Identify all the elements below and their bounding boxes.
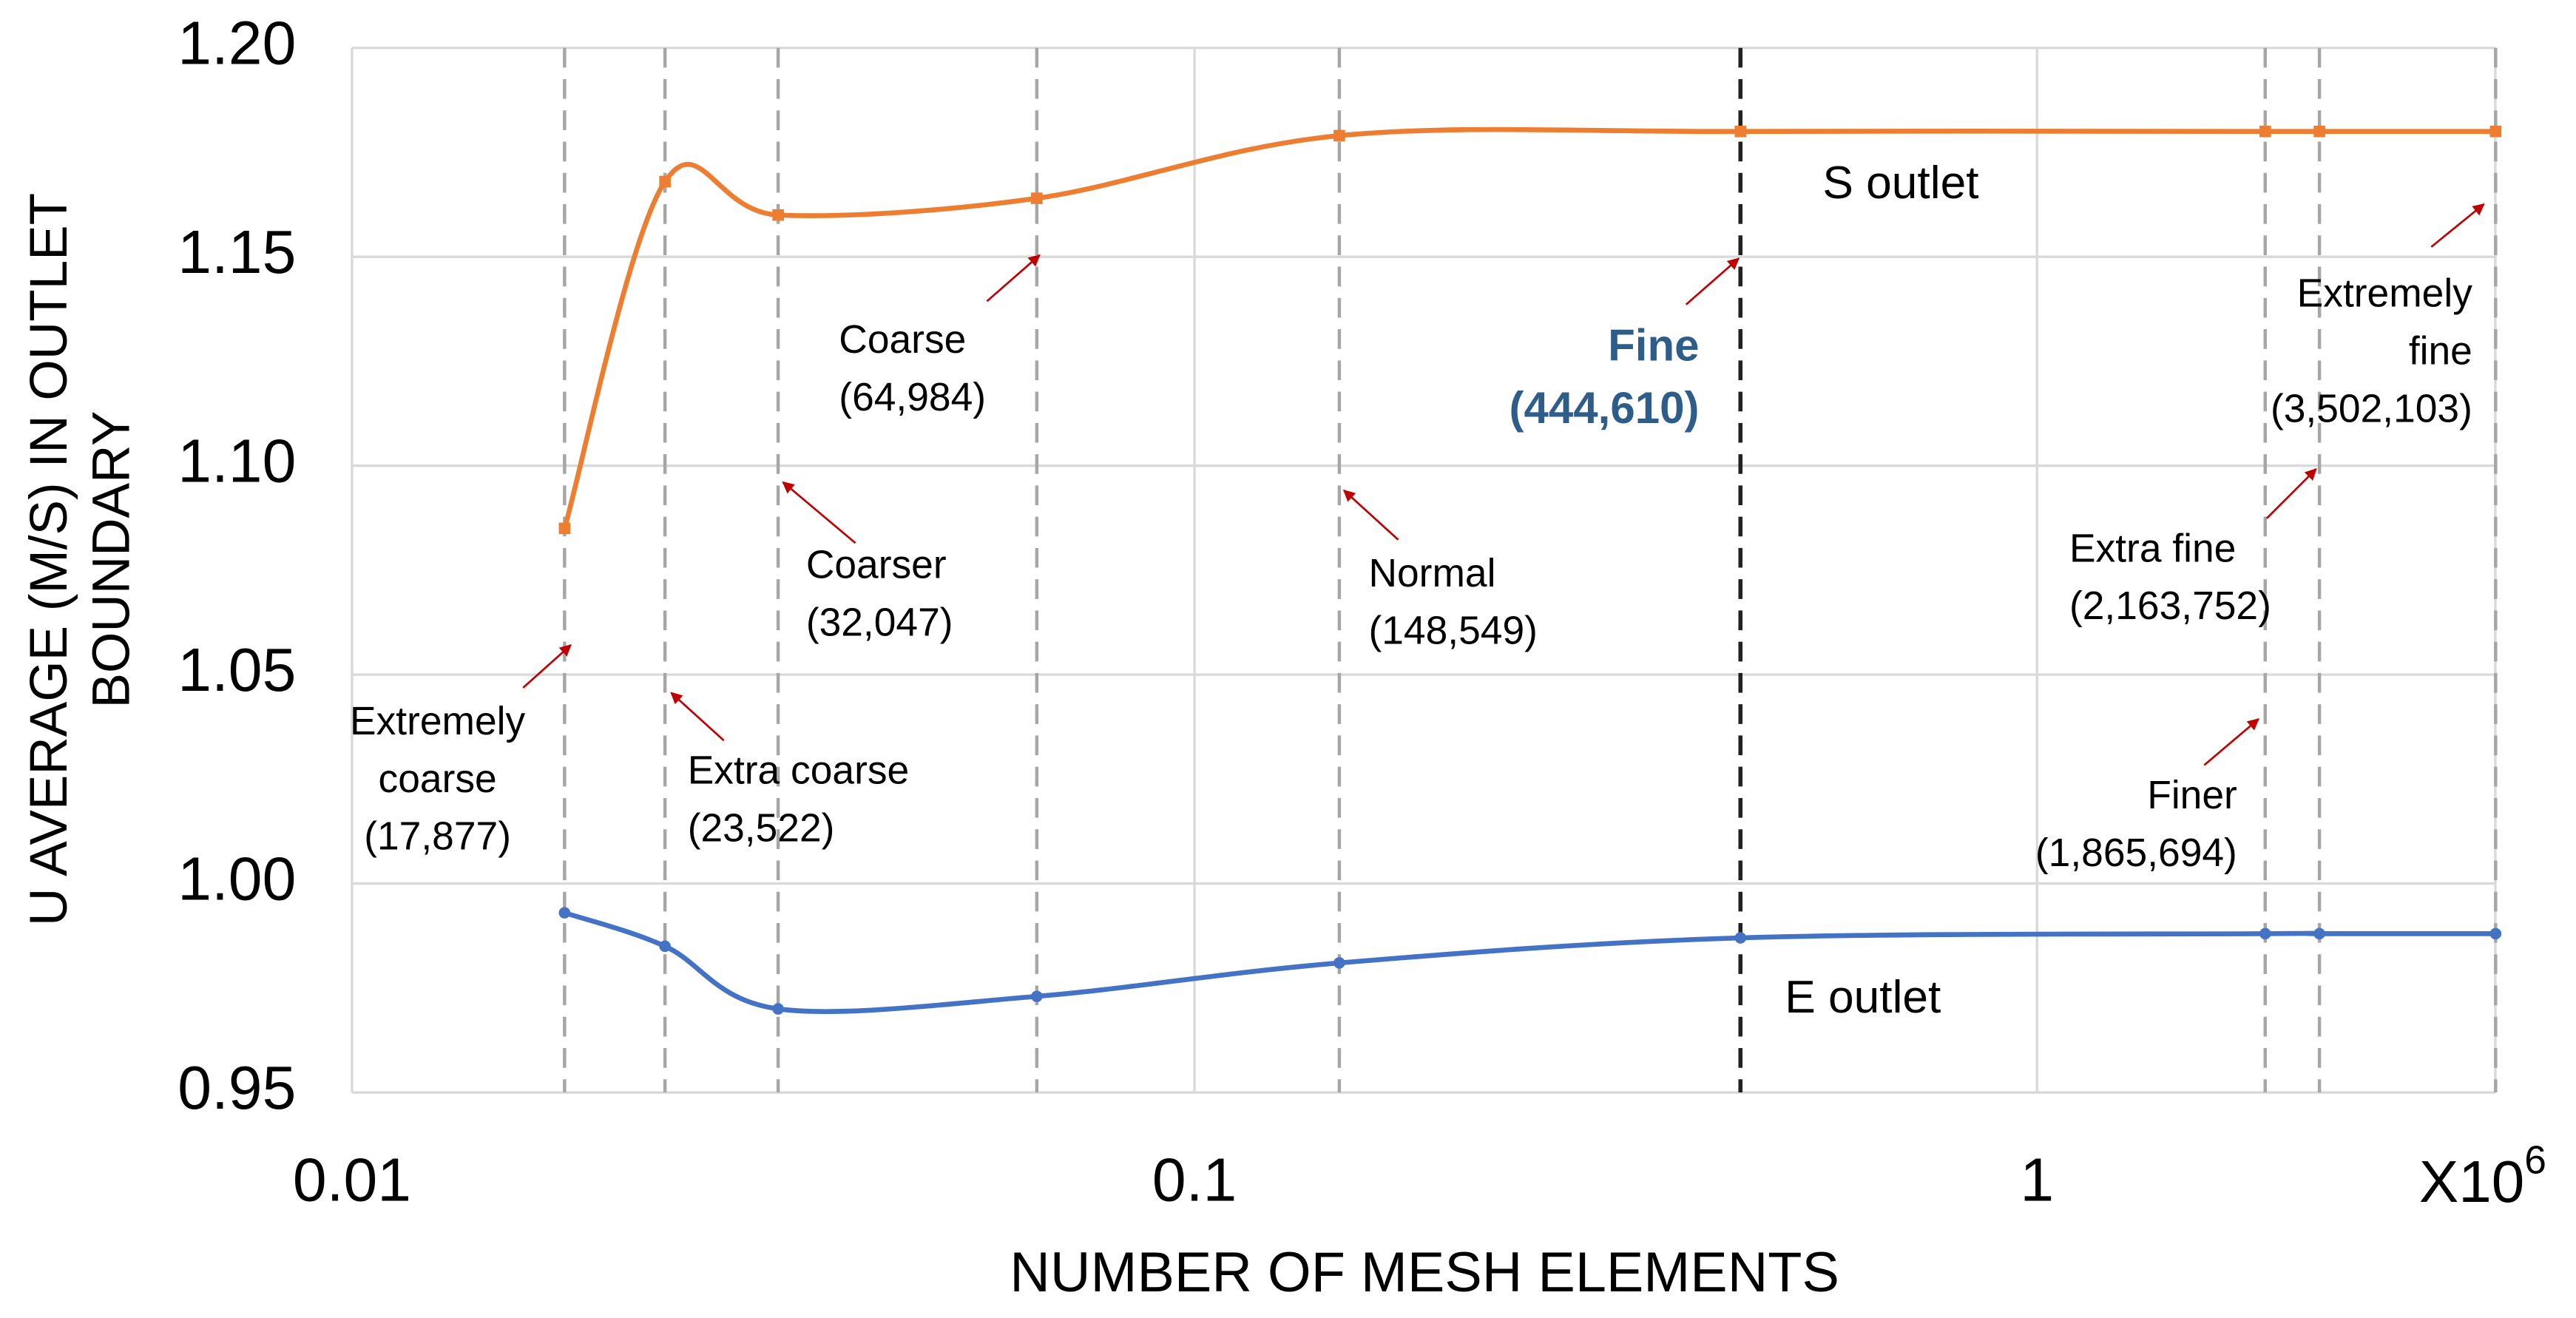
annotation-text: Normal xyxy=(1368,552,1495,595)
annotation-text: Extremely xyxy=(2297,272,2473,316)
data-point xyxy=(1734,125,1747,138)
data-point xyxy=(2489,125,2502,138)
data-point xyxy=(2259,125,2271,138)
data-point xyxy=(558,907,571,919)
annotation-text: (2,163,752) xyxy=(2069,584,2271,628)
x-axis-title: NUMBER OF MESH ELEMENTS xyxy=(1010,1242,1839,1304)
annotation-arrow xyxy=(1342,489,1399,541)
data-point xyxy=(2489,927,2502,940)
data-point xyxy=(1031,990,1043,1002)
annotation-text: Coarser xyxy=(806,544,947,587)
data-point xyxy=(772,1003,784,1015)
annotation-text: (64,984) xyxy=(839,376,986,419)
data-point xyxy=(1333,129,1345,142)
data-point xyxy=(2313,125,2325,138)
annotation-arrow xyxy=(2430,203,2485,248)
y-axis-title-line: U AVERAGE (M/S) IN OUTLET xyxy=(20,193,78,926)
series-line xyxy=(564,910,2496,1015)
annotation-text: coarse xyxy=(379,757,497,801)
annotation-arrow xyxy=(1685,257,1740,305)
annotation-arrow xyxy=(2203,718,2259,766)
y-tick-label: 0.95 xyxy=(178,1055,296,1122)
y-tick-label: 1.00 xyxy=(178,845,296,913)
x-tick-label: 0.01 xyxy=(293,1146,411,1214)
y-tick-label: 1.20 xyxy=(178,10,296,77)
series-label: E outlet xyxy=(1785,972,1941,1023)
x-unit-base: X10 xyxy=(2419,1149,2524,1214)
annotation-text: Coarse xyxy=(839,318,966,362)
y-tick-label: 1.10 xyxy=(178,427,296,495)
data-point xyxy=(1734,932,1747,944)
annotation-text: Extra coarse xyxy=(688,749,910,793)
annotation-text: (444,610) xyxy=(1509,383,1699,433)
data-point xyxy=(558,522,571,535)
annotation-arrow xyxy=(2265,467,2317,519)
data-point xyxy=(659,175,671,188)
y-tick-label: 1.05 xyxy=(178,637,296,704)
annotation-text: (1,865,694) xyxy=(2035,831,2237,875)
y-tick-label: 1.15 xyxy=(178,219,296,286)
annotation-text: Extra fine xyxy=(2069,527,2236,570)
annotation-text: fine xyxy=(2409,330,2472,374)
annotation-text: Finer xyxy=(2147,774,2237,817)
series-label: S outlet xyxy=(1822,158,1978,209)
data-point xyxy=(1031,192,1043,204)
annotation-arrow xyxy=(986,254,1041,303)
x-tick-label: 0.1 xyxy=(1152,1146,1237,1214)
annotation-arrow xyxy=(782,481,856,544)
y-axis-title: U AVERAGE (M/S) IN OUTLET BOUNDARY xyxy=(20,193,141,926)
annotation-text: Extremely xyxy=(350,700,526,743)
data-point xyxy=(772,209,784,221)
annotation-text: (3,502,103) xyxy=(2271,387,2472,430)
annotation-text: (17,877) xyxy=(364,815,511,859)
annotation-text: (23,522) xyxy=(688,807,835,851)
annotation-text: Fine xyxy=(1608,321,1699,371)
annotation-arrow xyxy=(670,692,725,742)
y-axis-title-line: BOUNDARY xyxy=(82,410,141,708)
data-point xyxy=(2259,927,2271,940)
data-point xyxy=(1333,957,1345,969)
x-axis-unit: X106 xyxy=(2419,1139,2546,1214)
annotation-arrow xyxy=(522,644,572,689)
data-point xyxy=(2313,927,2325,940)
data-point xyxy=(659,940,671,953)
annotation-text: (32,047) xyxy=(806,601,953,644)
annotation-text: (148,549) xyxy=(1368,609,1537,653)
x-tick-label: 1 xyxy=(2020,1146,2054,1214)
x-unit-exponent: 6 xyxy=(2524,1139,2546,1183)
